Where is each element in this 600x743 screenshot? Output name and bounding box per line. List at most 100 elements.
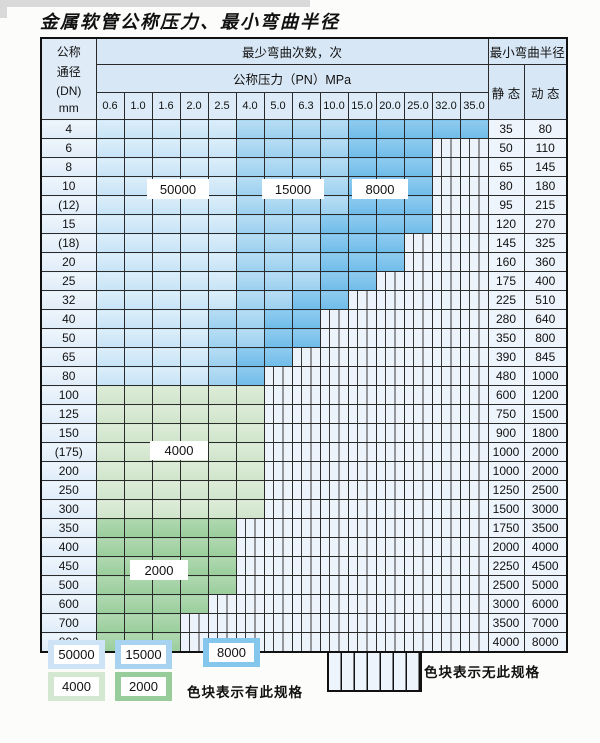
no-spec-cell	[347, 499, 377, 519]
no-spec-cell	[263, 404, 293, 424]
spec-cell	[263, 157, 293, 177]
spec-cell	[235, 271, 265, 291]
cycle-count-label: 15000	[262, 179, 324, 199]
pressure-header: 公称压力（PN）MPa	[95, 64, 489, 93]
static-radius-cell: 95	[487, 195, 525, 215]
no-spec-cell	[263, 480, 293, 500]
spec-cell	[95, 271, 125, 291]
no-spec-cell	[347, 537, 377, 557]
spec-cell	[151, 138, 181, 158]
spec-cell	[95, 157, 125, 177]
no-spec-cell	[459, 480, 489, 500]
no-spec-cell	[431, 157, 461, 177]
pressure-col-header: 1.0	[123, 92, 153, 120]
static-radius-cell: 1250	[487, 480, 525, 500]
spec-cell	[179, 366, 209, 386]
spec-cell	[95, 537, 125, 557]
dn-cell: 50	[40, 328, 97, 348]
spec-cell	[263, 271, 293, 291]
no-spec-cell	[291, 575, 321, 595]
no-spec-cell	[319, 347, 349, 367]
no-spec-cell	[347, 328, 377, 348]
no-spec-cell	[263, 423, 293, 443]
spec-cell	[95, 119, 125, 139]
table-row: 600 3000 6000	[40, 594, 568, 614]
no-spec-cell	[263, 575, 293, 595]
no-spec-cell	[431, 176, 461, 196]
no-spec-cell	[375, 328, 405, 348]
table-row: 8 65 145	[40, 157, 568, 177]
dn-cell: 80	[40, 366, 97, 386]
dn-cell: 32	[40, 290, 97, 310]
spec-cell	[319, 290, 349, 310]
spec-cell	[123, 157, 153, 177]
pressure-col-header: 6.3	[291, 92, 321, 120]
table-row: 20 160 360	[40, 252, 568, 272]
spec-cell	[347, 214, 377, 234]
spec-cell	[123, 537, 153, 557]
no-spec-cell	[319, 480, 349, 500]
dynamic-radius-cell: 400	[523, 271, 568, 291]
no-spec-cell	[459, 138, 489, 158]
static-radius-cell: 280	[487, 309, 525, 329]
legend-swatch-label: 50000	[54, 645, 99, 664]
spec-cell	[263, 328, 293, 348]
spec-cell	[207, 157, 237, 177]
no-spec-cell	[319, 309, 349, 329]
no-spec-cell	[403, 518, 433, 538]
dn-cell: 200	[40, 461, 97, 481]
no-spec-cell	[263, 556, 293, 576]
dynamic-radius-cell: 640	[523, 309, 568, 329]
spec-cell	[235, 195, 265, 215]
no-spec-cell	[375, 499, 405, 519]
spec-cell	[179, 138, 209, 158]
spec-cell	[235, 461, 265, 481]
no-spec-cell	[347, 423, 377, 443]
no-spec-cell	[263, 442, 293, 462]
no-spec-cell	[235, 518, 265, 538]
spec-cell	[179, 119, 209, 139]
no-spec-cell	[431, 138, 461, 158]
no-spec-cell	[431, 366, 461, 386]
spec-cell	[151, 157, 181, 177]
spec-cell	[235, 404, 265, 424]
no-spec-cell	[375, 613, 405, 633]
no-spec-cell	[459, 556, 489, 576]
no-spec-cell	[403, 480, 433, 500]
spec-cell	[151, 309, 181, 329]
dynamic-radius-cell: 360	[523, 252, 568, 272]
spec-cell	[123, 480, 153, 500]
no-spec-cell	[319, 404, 349, 424]
table-row: (175) 1000 2000	[40, 442, 568, 462]
dn-cell: (18)	[40, 233, 97, 253]
spec-cell	[123, 594, 153, 614]
table-row: 500 2500 5000	[40, 575, 568, 595]
no-spec-cell	[431, 423, 461, 443]
spec-cell	[151, 518, 181, 538]
spec-cell	[123, 138, 153, 158]
static-radius-cell: 160	[487, 252, 525, 272]
dynamic-radius-cell: 845	[523, 347, 568, 367]
spec-cell	[151, 271, 181, 291]
legend-swatch: 4000	[48, 672, 105, 701]
spec-cell	[95, 214, 125, 234]
no-spec-cell	[375, 461, 405, 481]
legend-swatch-label: 15000	[121, 645, 166, 664]
spec-cell	[95, 328, 125, 348]
dynamic-radius-cell: 2000	[523, 461, 568, 481]
no-spec-cell	[263, 632, 293, 653]
no-spec-cell	[319, 461, 349, 481]
table-row: 40 280 640	[40, 309, 568, 329]
spec-cell	[179, 347, 209, 367]
no-spec-cell	[403, 556, 433, 576]
spec-cell	[207, 499, 237, 519]
no-spec-cell	[291, 423, 321, 443]
no-spec-cell	[375, 442, 405, 462]
pressure-col-header: 2.5	[207, 92, 237, 120]
spec-cell	[207, 537, 237, 557]
no-spec-cell	[403, 366, 433, 386]
spec-cell	[235, 442, 265, 462]
spec-cell	[263, 214, 293, 234]
table-row: 100 600 1200	[40, 385, 568, 405]
no-spec-cell	[459, 632, 489, 653]
